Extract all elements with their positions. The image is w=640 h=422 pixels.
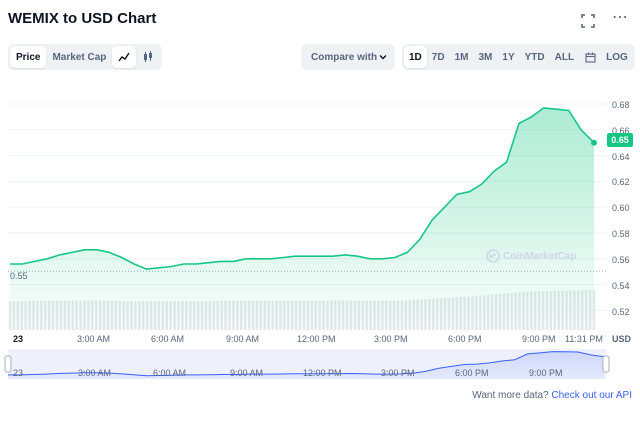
range-1y[interactable]: 1Y <box>502 51 515 63</box>
navigator-area <box>8 351 604 379</box>
tab-price[interactable]: Price <box>10 46 47 68</box>
candlestick-button[interactable] <box>136 46 160 68</box>
y-tick-label: 0.52 <box>612 307 630 317</box>
compare-with-label: Compare with <box>311 51 378 63</box>
y-tick-label: 0.60 <box>612 203 630 213</box>
watermark-text: CoinMarketCap <box>503 250 577 262</box>
x-tick-label: 12:00 PM <box>297 334 336 344</box>
fullscreen-icon[interactable] <box>581 14 595 28</box>
y-tick-label: 0.54 <box>612 281 630 291</box>
x-tick-label: 6:00 AM <box>151 334 185 344</box>
price-chart[interactable] <box>0 0 640 390</box>
x-tick-label: 9:00 AM <box>226 334 260 344</box>
x-tick-label: 23 <box>13 334 24 344</box>
candlestick-icon <box>144 51 152 62</box>
open-price-label: 0.55 <box>10 271 28 281</box>
range-ytd[interactable]: YTD <box>524 51 545 63</box>
log-scale-button[interactable]: LOG <box>606 51 628 63</box>
x-tick-label: 9:00 PM <box>522 334 556 344</box>
line-chart-button[interactable] <box>112 46 136 68</box>
current-price-dot <box>591 139 597 146</box>
range-1m[interactable]: 1M <box>454 51 469 63</box>
navigator-left-handle[interactable] <box>4 355 12 373</box>
chart-title: WEMIX to USD Chart <box>8 10 157 27</box>
navigator-label: 3:00 AM <box>78 368 112 378</box>
date-picker-button[interactable] <box>579 46 601 68</box>
y-tick-label: 0.62 <box>612 177 630 187</box>
chart-type-toggle <box>110 44 162 70</box>
chevron-down-icon <box>379 55 387 60</box>
range-1d[interactable]: 1D <box>404 46 427 68</box>
coinmarketcap-logo-icon <box>486 249 500 263</box>
x-tick-label: 3:00 AM <box>77 334 111 344</box>
coinmarketcap-watermark: CoinMarketCap <box>486 249 576 263</box>
navigator-right-handle[interactable] <box>602 355 610 373</box>
currency-label: USD <box>612 334 632 344</box>
range-all[interactable]: ALL <box>554 51 575 63</box>
calendar-icon <box>585 52 596 63</box>
api-link[interactable]: Check out our API <box>551 390 632 401</box>
navigator-label: 9:00 AM <box>230 368 264 378</box>
data-type-tabs: Price Market Cap <box>8 44 115 70</box>
compare-with-dropdown[interactable]: Compare with <box>301 44 395 70</box>
navigator-label: 12:00 PM <box>303 368 342 378</box>
range-7d[interactable]: 7D <box>431 51 445 63</box>
x-tick-label: 3:00 PM <box>374 334 408 344</box>
price-area-fill <box>10 107 594 331</box>
time-range-tabs: 1D 7D 1M 3M 1Y YTD ALL LOG <box>402 44 635 70</box>
navigator-label: 6:00 AM <box>153 368 187 378</box>
y-tick-label: 0.58 <box>612 229 630 239</box>
range-3m[interactable]: 3M <box>478 51 493 63</box>
navigator-label: 9:00 PM <box>529 368 563 378</box>
api-promo: Want more data? Check out our API <box>472 390 632 401</box>
x-tick-label: 6:00 PM <box>448 334 482 344</box>
api-promo-text: Want more data? <box>472 390 549 401</box>
tab-market-cap[interactable]: Market Cap <box>52 51 107 63</box>
y-tick-label: 0.56 <box>612 255 630 265</box>
navigator-label: 6:00 PM <box>455 368 489 378</box>
navigator-label: 23 <box>13 368 24 378</box>
y-tick-label: 0.64 <box>612 152 630 162</box>
y-tick-label: 0.68 <box>612 100 630 110</box>
x-tick-label: 11:31 PM <box>565 334 603 344</box>
y-tick-label: 0.66 <box>612 126 630 136</box>
navigator-label: 3:00 PM <box>381 368 415 378</box>
current-price-tag: 0.65 <box>607 133 633 147</box>
price-line <box>10 107 595 270</box>
navigator-line <box>8 351 605 377</box>
more-options-icon[interactable]: ⋯ <box>612 9 628 26</box>
line-chart-icon <box>118 52 130 62</box>
